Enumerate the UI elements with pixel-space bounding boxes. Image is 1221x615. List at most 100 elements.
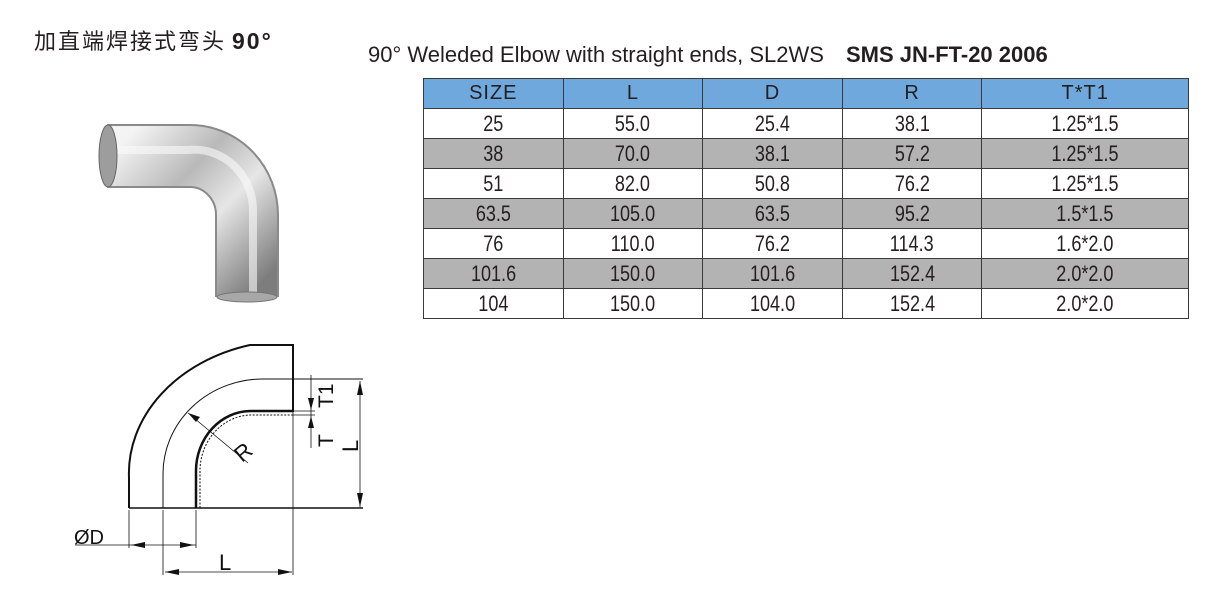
cell-value: 38.1 xyxy=(754,140,791,166)
table-cell: 152.4 xyxy=(841,258,983,289)
technical-drawing xyxy=(75,344,363,575)
cell-value: 57.2 xyxy=(894,140,930,166)
table-cell: 150.0 xyxy=(562,258,704,289)
cell-value: 104.0 xyxy=(749,290,796,316)
elbow-photo xyxy=(98,124,279,303)
cell-value: 76.2 xyxy=(894,170,930,196)
table-cell: 38.1 xyxy=(841,108,983,139)
table-cell: 110.0 xyxy=(562,228,704,259)
cell-value: 82.0 xyxy=(615,170,651,196)
column-header: SIZE xyxy=(423,78,564,109)
cell-value: 1.25*1.5 xyxy=(1051,140,1119,166)
diameter-label: ØD xyxy=(74,527,104,549)
table-cell: 150.0 xyxy=(562,288,704,319)
table-cell: 76 xyxy=(423,228,564,259)
table-row: 104 150.0 104.0 152.4 2.0*2.0 xyxy=(423,288,1189,319)
table-cell: 152.4 xyxy=(841,288,983,319)
table-cell: 76.2 xyxy=(702,228,843,259)
cell-value: 104 xyxy=(478,290,509,316)
table-row: 38 70.0 38.1 57.2 1.25*1.5 xyxy=(423,138,1189,169)
length-label-bottom: L xyxy=(219,550,231,575)
table-cell: 82.0 xyxy=(562,168,704,199)
cell-value: 150.0 xyxy=(610,260,656,286)
table-cell: 25.4 xyxy=(702,108,843,139)
radius-label: R xyxy=(229,437,257,466)
cell-value: 25.4 xyxy=(754,110,791,136)
table-cell: 51 xyxy=(423,168,564,199)
cell-value: 50.8 xyxy=(754,170,791,196)
table-header-row: SIZE L D R T*T1 xyxy=(423,78,1189,109)
table-cell: 1.25*1.5 xyxy=(981,138,1189,169)
cell-value: 70.0 xyxy=(615,140,651,166)
dimension-arrows xyxy=(131,381,363,575)
cell-value: 1.5*1.5 xyxy=(1056,200,1114,226)
table-row: 51 82.0 50.8 76.2 1.25*1.5 xyxy=(423,168,1189,199)
cell-value: 2.0*2.0 xyxy=(1056,290,1114,316)
table-cell: 50.8 xyxy=(702,168,843,199)
length-label-side: L xyxy=(338,440,363,452)
cell-value: 95.2 xyxy=(894,200,930,226)
cell-value: 38 xyxy=(483,140,504,166)
cell-value: 1.25*1.5 xyxy=(1051,110,1119,136)
english-title: 90° Weleded Elbow with straight ends, SL… xyxy=(368,42,1048,68)
table-cell: 2.0*2.0 xyxy=(981,258,1189,289)
table-cell: 70.0 xyxy=(562,138,704,169)
cn-title-text: 加直端焊接式弯头 xyxy=(34,30,227,55)
table-cell: 1.6*2.0 xyxy=(981,228,1189,259)
en-title-text: 90° Weleded Elbow with straight ends, SL… xyxy=(368,42,824,67)
table-cell: 104.0 xyxy=(702,288,843,319)
table-cell: 1.25*1.5 xyxy=(981,108,1189,139)
table-cell: 1.5*1.5 xyxy=(981,198,1189,229)
table-cell: 104 xyxy=(423,288,564,319)
column-header: D xyxy=(702,78,843,109)
cell-value: 76 xyxy=(483,230,504,256)
table-cell: 105.0 xyxy=(562,198,704,229)
table-cell: 63.5 xyxy=(423,198,564,229)
table-cell: 25 xyxy=(423,108,564,139)
cell-value: 110.0 xyxy=(610,230,655,256)
cell-value: 1.25*1.5 xyxy=(1051,170,1119,196)
table-cell: 2.0*2.0 xyxy=(981,288,1189,319)
cell-value: 63.5 xyxy=(754,200,791,226)
table-row: 76 110.0 76.2 114.3 1.6*2.0 xyxy=(423,228,1189,259)
table-row: 25 55.0 25.4 38.1 1.25*1.5 xyxy=(423,108,1189,139)
column-header: L xyxy=(562,78,704,109)
cell-value: 25 xyxy=(483,110,504,136)
cell-value: 152.4 xyxy=(889,290,935,316)
table-cell: 38 xyxy=(423,138,564,169)
cell-value: 55.0 xyxy=(615,110,651,136)
table-cell: 63.5 xyxy=(702,198,843,229)
angle-label: 90° xyxy=(232,28,273,54)
table-cell: 101.6 xyxy=(702,258,843,289)
cell-value: 63.5 xyxy=(475,200,511,226)
cell-value: 38.1 xyxy=(894,110,930,136)
table-cell: 57.2 xyxy=(841,138,983,169)
chinese-title: 加直端焊接式弯头 90° xyxy=(34,24,273,56)
table-cell: 55.0 xyxy=(562,108,704,139)
thickness-label: T xyxy=(315,434,338,447)
cell-value: 152.4 xyxy=(889,260,935,286)
standard-label: SMS JN-FT-20 2006 xyxy=(845,42,1048,67)
table-row: 101.6 150.0 101.6 152.4 2.0*2.0 xyxy=(423,258,1189,289)
table-cell: 76.2 xyxy=(841,168,983,199)
thickness-t1-label: T1 xyxy=(315,383,338,408)
cell-value: 114.3 xyxy=(890,230,934,256)
cell-value: 51 xyxy=(483,170,504,196)
table-row: 63.5 105.0 63.5 95.2 1.5*1.5 xyxy=(423,198,1189,229)
dimensions-table: SIZE L D R T*T1 25 55.0 25.4 38.1 1.25*1.5 38 70.0… xyxy=(423,78,1189,319)
table-cell: 114.3 xyxy=(841,228,983,259)
cell-value: 150.0 xyxy=(610,290,656,316)
cell-value: 2.0*2.0 xyxy=(1056,260,1114,286)
table-cell: 101.6 xyxy=(423,258,564,289)
cell-value: 1.6*2.0 xyxy=(1056,230,1114,256)
column-header: T*T1 xyxy=(981,78,1189,109)
table-cell: 38.1 xyxy=(702,138,843,169)
cell-value: 101.6 xyxy=(749,260,796,286)
cell-value: 76.2 xyxy=(754,230,791,256)
column-header: R xyxy=(841,78,983,109)
table-cell: 1.25*1.5 xyxy=(981,168,1189,199)
table-cell: 95.2 xyxy=(841,198,983,229)
cell-value: 105.0 xyxy=(610,200,656,226)
cell-value: 101.6 xyxy=(470,260,516,286)
